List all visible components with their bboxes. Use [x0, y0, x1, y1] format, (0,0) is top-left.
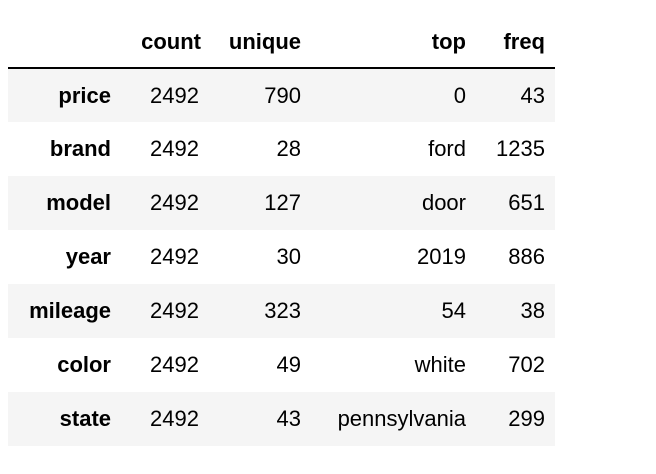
cell-unique: 127 — [264, 190, 301, 215]
row-index-label: state — [59, 406, 111, 431]
cell-top: pennsylvania — [337, 406, 466, 431]
cell-freq: 1235 — [496, 136, 545, 161]
cell-unique: 30 — [276, 244, 301, 269]
cell-freq: 886 — [508, 244, 545, 269]
cell-count: 2492 — [150, 244, 199, 269]
row-index-label: color — [57, 352, 111, 377]
cell-freq: 651 — [508, 190, 545, 215]
column-header-count: count — [119, 16, 201, 69]
index-header-blank — [8, 16, 119, 69]
row-index-label: mileage — [29, 298, 111, 323]
cell-count: 2492 — [150, 298, 199, 323]
cell-freq: 38 — [520, 298, 545, 323]
cell-top: ford — [428, 136, 466, 161]
cell-freq: 299 — [508, 406, 545, 431]
table-row: price 2492 790 0 43 — [8, 68, 555, 122]
row-index-label: price — [58, 82, 111, 108]
cell-top: 2019 — [417, 244, 466, 269]
row-index-label: model — [46, 190, 111, 215]
column-header-top: top — [303, 16, 467, 69]
cell-count: 2492 — [150, 406, 199, 431]
table-row: model 2492 127 door 651 — [8, 176, 555, 230]
column-header-unique: unique — [201, 16, 303, 69]
table-row: state 2492 43 pennsylvania 299 — [8, 392, 555, 446]
cell-top: 0 — [453, 82, 466, 108]
table-row: mileage 2492 323 54 38 — [8, 284, 555, 338]
table-body: price 2492 790 0 43 brand 2492 28 ford 1… — [8, 68, 555, 446]
cell-count: 2492 — [150, 82, 199, 108]
table-header: count unique top freq — [8, 16, 555, 69]
row-index-label: brand — [49, 136, 111, 161]
table-row: brand 2492 28 ford 1235 — [8, 122, 555, 176]
cell-count: 2492 — [150, 190, 199, 215]
row-index-label: year — [65, 244, 111, 269]
cell-unique: 790 — [264, 82, 301, 108]
cell-top: white — [414, 352, 466, 377]
header-row: count unique top freq — [8, 16, 555, 69]
cell-freq: 43 — [520, 82, 545, 108]
cell-count: 2492 — [150, 352, 199, 377]
table-row: year 2492 30 2019 886 — [8, 230, 555, 284]
table-row: color 2492 49 white 702 — [8, 338, 555, 392]
cell-unique: 49 — [276, 352, 301, 377]
cell-top: 54 — [441, 298, 466, 323]
describe-dataframe-table: count unique top freq price 2492 790 0 4… — [8, 16, 555, 446]
cell-count: 2492 — [150, 136, 199, 161]
cell-top: door — [421, 190, 466, 215]
cell-unique: 28 — [276, 136, 301, 161]
column-header-freq: freq — [467, 16, 555, 69]
cell-freq: 702 — [508, 352, 545, 377]
cell-unique: 43 — [276, 406, 301, 431]
cell-unique: 323 — [264, 298, 301, 323]
